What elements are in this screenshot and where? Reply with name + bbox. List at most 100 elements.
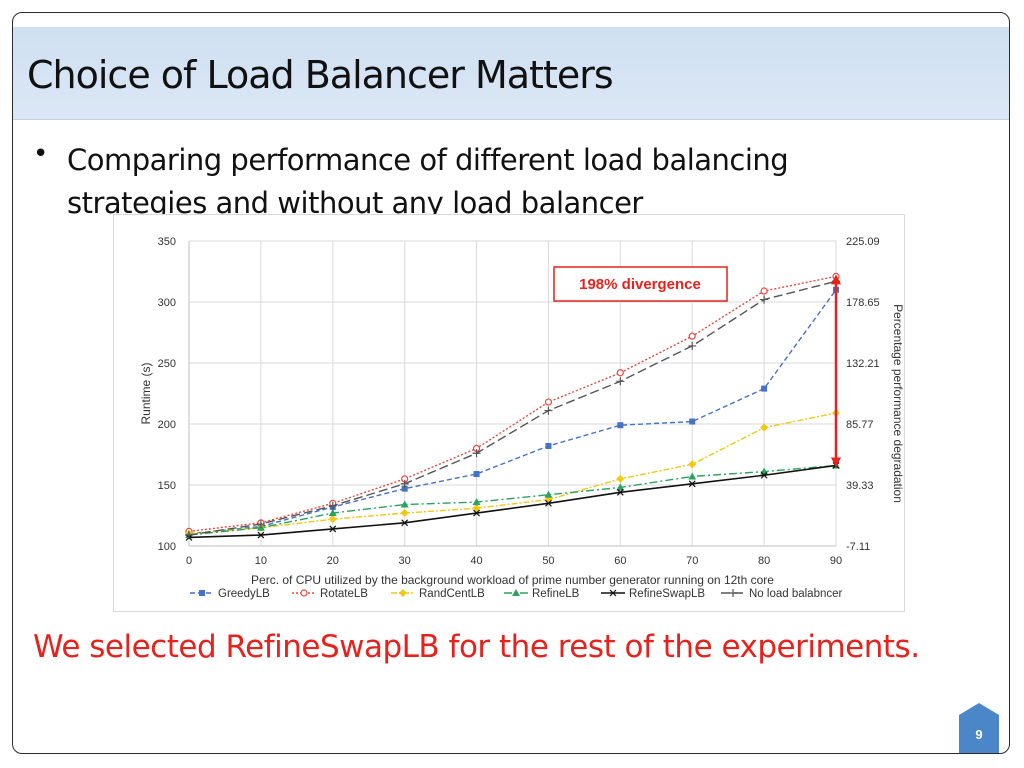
x-tick-label: 20 <box>327 555 339 567</box>
legend-label: RefineLB <box>532 588 580 600</box>
x-tick-label: 40 <box>470 555 482 567</box>
bullet-icon: • <box>33 139 49 169</box>
data-point-triangle <box>400 500 409 508</box>
y-tick-label: 350 <box>158 236 176 248</box>
y2-tick-label: -7.11 <box>846 541 870 553</box>
data-point-x <box>609 589 617 597</box>
data-point-square <box>401 485 408 492</box>
series-no-load-balabncer <box>185 277 840 540</box>
data-point-plus <box>688 341 697 350</box>
divergence-arrow-head-top <box>831 274 841 285</box>
data-point-diamond <box>328 515 337 524</box>
legend-label: RotateLB <box>320 588 368 600</box>
data-point-square <box>199 590 205 596</box>
series-layer <box>185 272 840 541</box>
data-point-square <box>473 471 480 478</box>
data-point-diamond <box>472 504 481 513</box>
bullet-text: Comparing performance of different load … <box>67 143 789 220</box>
legend-label: RandCentLB <box>419 588 485 600</box>
y-tick-label: 250 <box>158 358 176 370</box>
legend-label: GreedyLB <box>218 588 270 600</box>
data-point-x <box>760 471 768 479</box>
x-tick-label: 90 <box>830 555 842 567</box>
data-point-triangle <box>688 472 697 480</box>
data-point-x <box>329 525 337 533</box>
slide-title: Choice of Load Balancer Matters <box>27 53 614 97</box>
data-point-x <box>257 531 265 539</box>
legend-item: No load balabncer <box>721 588 843 600</box>
legend-item: RefineLB <box>504 588 580 600</box>
data-point-plus <box>400 479 409 488</box>
x-tick-label: 0 <box>186 555 192 567</box>
data-point-x <box>688 480 696 488</box>
data-point-plus <box>544 406 553 415</box>
data-point-x <box>401 519 409 527</box>
series-line <box>188 275 837 533</box>
y2-tick-label: 225.09 <box>846 236 880 248</box>
data-point-circle <box>616 369 624 377</box>
x-tick-label: 50 <box>542 555 554 567</box>
annotation-layer: 198% divergence <box>553 266 841 468</box>
data-point-diamond <box>616 474 625 483</box>
x-tick-label: 30 <box>399 555 411 567</box>
divergence-label-box <box>553 266 728 302</box>
x-axis-title: Perc. of CPU utilized by the background … <box>251 573 774 587</box>
data-point-triangle <box>616 483 625 491</box>
data-point-circle <box>300 589 308 597</box>
conclusion-text: We selected RefineSwapLB for the rest of… <box>33 629 920 665</box>
data-point-triangle <box>544 490 553 498</box>
data-point-plus <box>760 295 769 304</box>
y-tick-label: 100 <box>158 541 176 553</box>
page-badge-icon <box>959 703 999 753</box>
slide-frame: Choice of Load Balancer Matters • Compar… <box>12 12 1010 754</box>
series-refinelb <box>185 461 840 539</box>
data-point-plus <box>256 520 265 529</box>
data-point-diamond <box>760 423 769 432</box>
x-tick-label: 80 <box>758 555 770 567</box>
divergence-arrow-head-bottom <box>831 457 841 468</box>
data-point-diamond <box>400 509 409 518</box>
data-point-triangle <box>328 509 337 517</box>
legend-item: RefineSwapLB <box>601 588 705 600</box>
chart-container: 100 -7.11 150 39.33 200 85.77 250 132.21 300 178.… <box>113 214 905 612</box>
data-point-circle <box>760 287 768 295</box>
data-point-square <box>545 442 552 449</box>
x-tick-label: 10 <box>255 555 267 567</box>
series-line <box>188 412 837 535</box>
data-point-circle <box>688 332 696 340</box>
series-line <box>188 280 837 536</box>
data-point-plus <box>729 589 737 597</box>
divergence-label: 198% divergence <box>579 276 701 293</box>
legend-label: No load balabncer <box>749 588 843 600</box>
data-point-square <box>617 422 624 429</box>
data-point-x <box>616 488 624 496</box>
y-tick-label: 200 <box>158 419 176 431</box>
series-line <box>188 464 837 539</box>
x-tick-label: 70 <box>686 555 698 567</box>
legend-layer: GreedyLB RotateLB RandCentLB RefineLB Refine… <box>190 588 843 600</box>
data-point-square <box>761 385 768 392</box>
data-point-circle <box>544 398 553 406</box>
series-greedylb <box>186 286 839 537</box>
data-point-x <box>473 509 480 517</box>
data-point-plus <box>472 449 481 458</box>
legend-item: RotateLB <box>292 588 368 600</box>
series-line <box>188 289 837 535</box>
series-refineswaplb <box>185 462 840 541</box>
data-point-x <box>545 499 552 507</box>
page-number: 9 <box>975 727 983 742</box>
data-point-diamond <box>688 460 697 469</box>
y-tick-label: 300 <box>158 297 176 309</box>
y2-tick-label: 178.65 <box>846 297 880 309</box>
y2-tick-label: 85.77 <box>846 419 874 431</box>
data-point-plus <box>616 377 625 386</box>
data-point-triangle <box>512 589 520 596</box>
y2-axis-title: Percentage performance degradation <box>891 304 904 503</box>
grid-layer <box>188 240 837 547</box>
data-point-square <box>689 418 696 425</box>
series-rotatelb <box>185 272 840 535</box>
y-axis-title: Runtime (s) <box>139 362 153 424</box>
y-tick-label: 150 <box>158 480 176 492</box>
